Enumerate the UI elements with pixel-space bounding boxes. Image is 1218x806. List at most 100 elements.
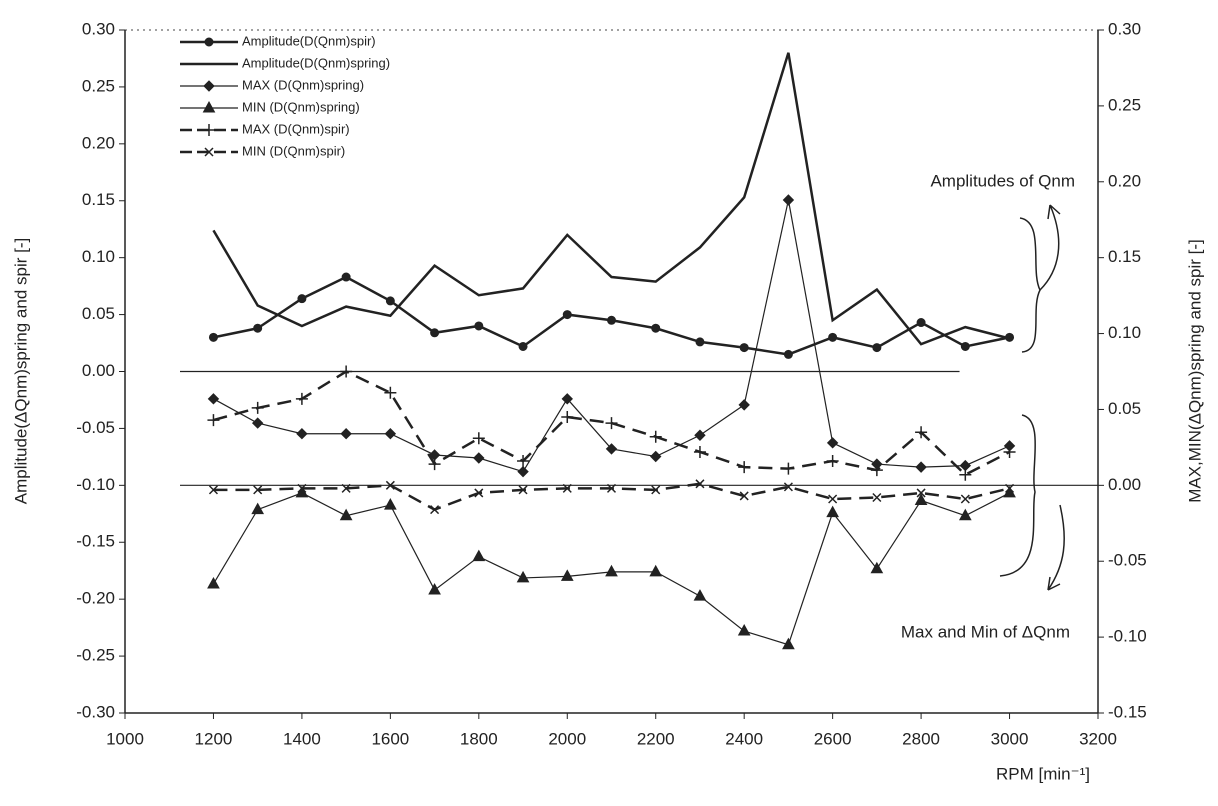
marker [518, 485, 528, 495]
marker [207, 414, 220, 427]
marker [517, 455, 530, 468]
marker [253, 323, 263, 333]
y2-tick-label: 0.25 [1108, 95, 1141, 114]
marker [916, 488, 926, 498]
marker [650, 450, 662, 463]
marker [960, 341, 970, 351]
x-tick-label: 2200 [637, 729, 675, 748]
marker [204, 147, 214, 157]
y-tick-label: -0.25 [76, 646, 115, 665]
marker [203, 124, 215, 136]
marker [828, 332, 838, 342]
marker [385, 296, 395, 306]
y-tick-label: -0.20 [76, 589, 115, 608]
legend-label: Amplitude(D(Qnm)spir) [242, 33, 376, 48]
marker [340, 365, 353, 378]
y-tick-label: 0.00 [82, 361, 115, 380]
y-tick-label: 0.30 [82, 19, 115, 38]
marker [295, 392, 308, 405]
marker [297, 483, 307, 493]
marker [649, 430, 662, 443]
y2-tick-label: 0.05 [1108, 399, 1141, 418]
marker [914, 493, 928, 506]
marker [1003, 445, 1016, 458]
marker [562, 483, 572, 493]
x-tick-label: 2400 [725, 729, 763, 748]
legend-label: MAX (D(Qnm)spring) [242, 77, 364, 92]
marker [606, 483, 617, 493]
y-tick-label: -0.30 [76, 702, 115, 721]
marker [474, 488, 484, 498]
marker [783, 349, 793, 359]
y-tick-label: -0.10 [76, 475, 115, 494]
marker [693, 445, 706, 458]
x-tick-label: 1800 [460, 729, 498, 748]
marker [207, 393, 220, 405]
marker [384, 386, 397, 399]
annotation: Max and Min of ΔQnm [901, 622, 1070, 641]
marker [428, 458, 441, 471]
marker [517, 465, 529, 478]
marker [430, 328, 440, 338]
marker [253, 485, 263, 495]
marker [607, 315, 616, 325]
marker [251, 417, 264, 429]
marker [651, 323, 661, 333]
marker [782, 194, 795, 206]
marker [473, 452, 485, 464]
marker [915, 461, 927, 473]
y2-tick-label: 0.00 [1108, 475, 1141, 494]
marker [341, 272, 351, 282]
marker [959, 468, 972, 481]
series-line [212, 52, 1010, 346]
marker [738, 399, 750, 411]
x-tick-label: 1600 [371, 729, 409, 748]
marker [561, 411, 574, 424]
marker [1005, 483, 1015, 493]
marker [695, 479, 705, 489]
marker [474, 321, 484, 331]
y2-tick-label: 0.30 [1108, 19, 1141, 38]
marker [428, 583, 441, 595]
y-tick-label: 0.20 [82, 133, 115, 152]
marker [782, 637, 795, 650]
x-tick-label: 2000 [548, 729, 586, 748]
x-tick-label: 1200 [195, 729, 233, 748]
marker [297, 294, 307, 304]
marker [251, 401, 264, 414]
y2-tick-label: -0.05 [1108, 551, 1147, 570]
marker [384, 428, 397, 440]
y-tick-label: -0.15 [76, 532, 115, 551]
y-tick-label: 0.15 [82, 190, 115, 209]
marker [430, 505, 440, 515]
marker [341, 483, 351, 493]
marker [739, 491, 749, 501]
marker [339, 508, 353, 521]
legend-label: MIN (D(Qnm)spir) [242, 143, 345, 158]
marker [695, 337, 705, 347]
annotation: Amplitudes of Qnm [930, 171, 1075, 190]
y-axis-title: Amplitude(ΔQnm)spring and spir [-] [11, 238, 30, 504]
y-tick-label: -0.05 [76, 418, 115, 437]
marker [782, 462, 795, 475]
x-tick-label: 2800 [902, 729, 940, 748]
marker [870, 464, 883, 477]
y2-tick-label: 0.15 [1108, 247, 1141, 266]
marker [870, 561, 884, 574]
y-tick-label: 0.05 [82, 304, 115, 323]
marker [737, 624, 751, 636]
marker [385, 480, 395, 490]
x-tick-label: 3000 [991, 729, 1029, 748]
legend-label: MAX (D(Qnm)spir) [242, 121, 350, 136]
marker [739, 343, 749, 353]
marker [560, 569, 574, 581]
marker [783, 482, 793, 492]
marker [693, 589, 707, 601]
marker [203, 80, 215, 92]
marker [562, 310, 572, 320]
marker [605, 443, 618, 455]
y2-tick-label: 0.10 [1108, 323, 1141, 342]
marker [472, 549, 486, 562]
